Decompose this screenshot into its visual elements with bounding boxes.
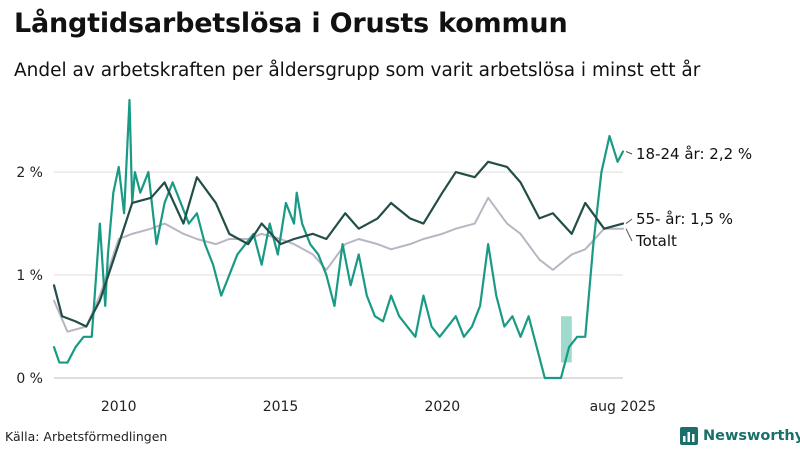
y-tick-label: 1 %	[16, 268, 43, 284]
series-lines	[52, 98, 625, 380]
x-tick-label: 2015	[263, 399, 299, 415]
newsworthy-logo-icon	[680, 427, 698, 445]
brand-name: Newsworthy	[703, 428, 800, 444]
end-label-youth: 18-24 år: 2,2 %	[636, 145, 752, 163]
end-label-total: Totalt	[635, 232, 677, 250]
end-label-connector	[625, 218, 633, 224]
y-tick-label: 2 %	[16, 165, 43, 181]
x-tick-label: aug 2025	[590, 399, 656, 415]
series-line-older	[52, 160, 625, 328]
end-label-connector	[625, 228, 633, 242]
page-subtitle: Andel av arbetskraften per åldersgrupp s…	[14, 60, 701, 81]
end-labels: 18-24 år: 2,2 % 55- år: 1,5 % Totalt	[625, 145, 752, 250]
series-line-youth	[52, 98, 625, 380]
page-title: Långtidsarbetslösa i Orusts kommun	[14, 8, 568, 39]
x-tick-label: 2020	[425, 399, 461, 415]
axis-labels: 0 % 1 % 2 % 2010 2015 2020 aug 2025	[16, 165, 656, 415]
y-tick-label: 0 %	[16, 371, 43, 387]
source-note: Källa: Arbetsförmedlingen	[5, 429, 168, 444]
brand-logo: Newsworthy	[680, 425, 800, 447]
end-label-connector	[625, 151, 633, 155]
series-line-total	[53, 196, 624, 333]
x-tick-label: 2010	[101, 399, 137, 415]
end-label-older: 55- år: 1,5 %	[636, 210, 733, 228]
